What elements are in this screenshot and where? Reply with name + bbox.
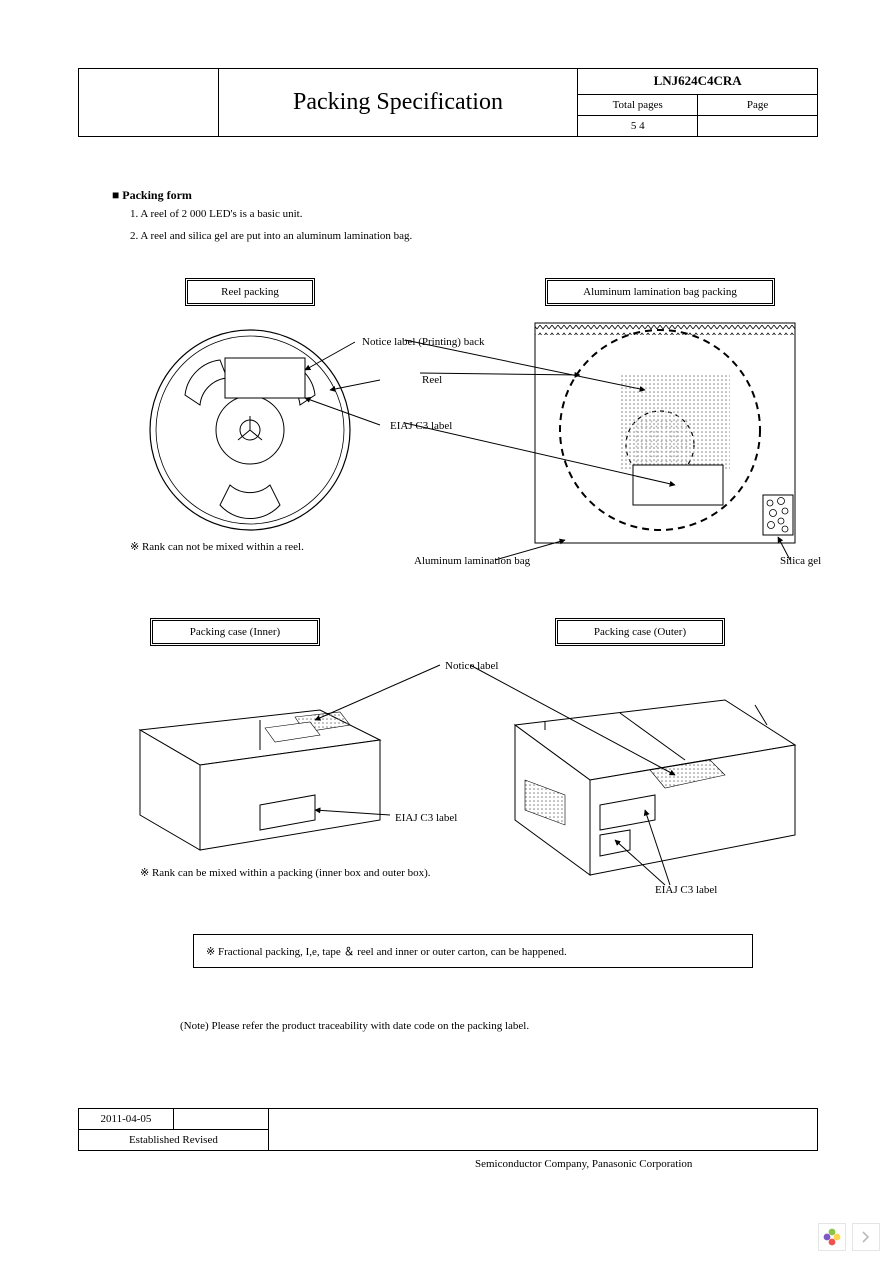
- footer-table: 2011-04-05 Established Revised: [78, 1108, 818, 1151]
- pager: [818, 1223, 880, 1251]
- footer-date: 2011-04-05: [79, 1109, 174, 1130]
- header-table: Packing Specification LNJ624C4CRA Total …: [78, 68, 818, 137]
- inner-case-title: Packing case (Inner): [150, 618, 320, 646]
- callout-eiaj-2: EIAJ C3 label: [395, 812, 457, 824]
- packing-item-1: 1. A reel of 2 000 LED's is a basic unit…: [130, 208, 302, 220]
- packing-item-2: 2. A reel and silica gel are put into an…: [130, 230, 412, 242]
- alu-bag-diagram: [525, 315, 805, 550]
- traceability-note: (Note) Please refer the product traceabi…: [180, 1020, 529, 1032]
- page-label: Page: [698, 94, 818, 115]
- rank-mix-note: ※ Rank can be mixed within a packing (in…: [140, 866, 431, 879]
- callout-alu-bag: Aluminum lamination bag: [414, 555, 530, 567]
- reel-packing-title: Reel packing: [185, 278, 315, 306]
- callout-notice-back: Notice label (Printing) back: [362, 336, 485, 348]
- footer-established-revised: Established Revised: [79, 1130, 269, 1151]
- outer-case-title: Packing case (Outer): [555, 618, 725, 646]
- doc-title: Packing Specification: [293, 89, 503, 115]
- reel-diagram: [130, 320, 370, 540]
- callout-notice: Notice label: [445, 660, 498, 672]
- section-heading: ■ Packing form: [112, 188, 192, 203]
- callout-silica: Silica gel: [780, 555, 821, 567]
- page-value: [698, 115, 818, 136]
- footer-company: Semiconductor Company, Panasonic Corpora…: [475, 1158, 692, 1170]
- logo-icon: [818, 1223, 846, 1251]
- inner-box-diagram: [110, 670, 410, 870]
- outer-box-diagram: [485, 680, 815, 900]
- next-page-button[interactable]: [852, 1223, 880, 1251]
- part-number: LNJ624C4CRA: [578, 69, 818, 95]
- total-pages-value: 5 4: [578, 115, 698, 136]
- total-pages-label: Total pages: [578, 94, 698, 115]
- callout-eiaj-1: EIAJ C3 label: [390, 420, 452, 432]
- chevron-right-icon: [862, 1231, 870, 1243]
- callout-eiaj-3: EIAJ C3 label: [655, 884, 717, 896]
- fractional-note: ※ Fractional packing, I,e, tape ＆ reel a…: [193, 934, 753, 968]
- callout-reel: Reel: [422, 374, 442, 386]
- rank-no-mix-note: ※ Rank can not be mixed within a reel.: [130, 540, 304, 553]
- alu-bag-packing-title: Aluminum lamination bag packing: [545, 278, 775, 306]
